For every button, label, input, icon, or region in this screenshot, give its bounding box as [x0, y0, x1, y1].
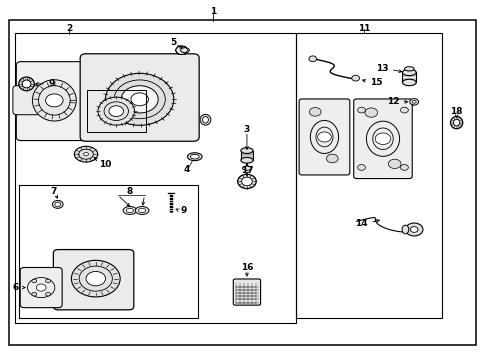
Ellipse shape: [135, 207, 149, 215]
Ellipse shape: [409, 99, 418, 105]
Text: 7: 7: [50, 187, 57, 196]
Text: 18: 18: [449, 107, 462, 116]
Circle shape: [400, 165, 407, 170]
Bar: [404, 99, 412, 105]
Text: 4: 4: [183, 165, 189, 174]
Ellipse shape: [241, 177, 252, 186]
Circle shape: [326, 154, 337, 163]
Ellipse shape: [52, 201, 63, 208]
Circle shape: [364, 108, 377, 117]
Circle shape: [374, 133, 390, 144]
Ellipse shape: [98, 97, 134, 125]
Ellipse shape: [71, 260, 120, 297]
Circle shape: [309, 108, 321, 116]
Text: 8: 8: [126, 187, 133, 196]
Ellipse shape: [74, 146, 98, 162]
Ellipse shape: [187, 153, 202, 161]
Ellipse shape: [190, 154, 199, 159]
Ellipse shape: [242, 166, 251, 170]
Text: 6: 6: [13, 283, 19, 292]
Ellipse shape: [241, 148, 252, 153]
Ellipse shape: [19, 77, 34, 91]
Circle shape: [317, 132, 330, 142]
Circle shape: [409, 226, 417, 232]
Ellipse shape: [32, 80, 76, 121]
Circle shape: [351, 75, 359, 81]
Text: 9: 9: [48, 80, 55, 89]
Circle shape: [308, 56, 316, 62]
Circle shape: [45, 292, 50, 296]
Ellipse shape: [83, 153, 88, 156]
Circle shape: [400, 107, 407, 113]
Circle shape: [86, 271, 105, 286]
FancyBboxPatch shape: [299, 99, 349, 175]
Ellipse shape: [202, 117, 208, 123]
Bar: [19, 185, 198, 318]
Text: 13: 13: [375, 64, 387, 73]
FancyBboxPatch shape: [233, 279, 260, 305]
Text: 11: 11: [357, 24, 369, 33]
Ellipse shape: [105, 73, 173, 125]
FancyBboxPatch shape: [353, 99, 411, 179]
Ellipse shape: [401, 225, 408, 234]
Ellipse shape: [126, 208, 133, 213]
Ellipse shape: [180, 48, 189, 53]
Ellipse shape: [200, 114, 210, 125]
Bar: [295, 33, 441, 318]
Circle shape: [32, 292, 37, 296]
Text: 3: 3: [244, 125, 249, 134]
Circle shape: [387, 159, 400, 168]
Circle shape: [357, 107, 365, 113]
Text: 17: 17: [240, 166, 253, 175]
Ellipse shape: [22, 80, 31, 88]
Circle shape: [32, 279, 37, 283]
Text: 9: 9: [180, 206, 186, 215]
Text: 15: 15: [369, 78, 382, 87]
Ellipse shape: [404, 67, 413, 71]
Text: 2: 2: [66, 24, 72, 33]
Text: 1: 1: [209, 6, 216, 15]
FancyBboxPatch shape: [80, 54, 199, 141]
FancyBboxPatch shape: [53, 249, 134, 310]
Circle shape: [357, 165, 365, 170]
Circle shape: [121, 86, 158, 113]
Ellipse shape: [402, 69, 415, 76]
Ellipse shape: [402, 79, 415, 86]
FancyBboxPatch shape: [16, 62, 89, 140]
Text: 10: 10: [99, 160, 111, 169]
Circle shape: [45, 279, 50, 283]
Text: 16: 16: [240, 263, 253, 272]
Ellipse shape: [452, 120, 459, 126]
Text: 5: 5: [170, 38, 176, 47]
Ellipse shape: [237, 174, 256, 189]
Ellipse shape: [138, 208, 145, 213]
Circle shape: [109, 106, 123, 117]
FancyBboxPatch shape: [13, 86, 40, 115]
Circle shape: [405, 223, 422, 236]
Ellipse shape: [449, 117, 462, 129]
Ellipse shape: [411, 100, 415, 103]
Circle shape: [131, 93, 148, 106]
FancyBboxPatch shape: [20, 267, 62, 308]
Ellipse shape: [241, 157, 252, 163]
Ellipse shape: [55, 202, 61, 207]
Circle shape: [45, 94, 63, 107]
Circle shape: [36, 284, 46, 291]
Circle shape: [175, 46, 187, 54]
Text: 12: 12: [386, 97, 398, 106]
Text: 14: 14: [354, 219, 366, 228]
Bar: [15, 33, 295, 323]
Ellipse shape: [123, 207, 137, 215]
